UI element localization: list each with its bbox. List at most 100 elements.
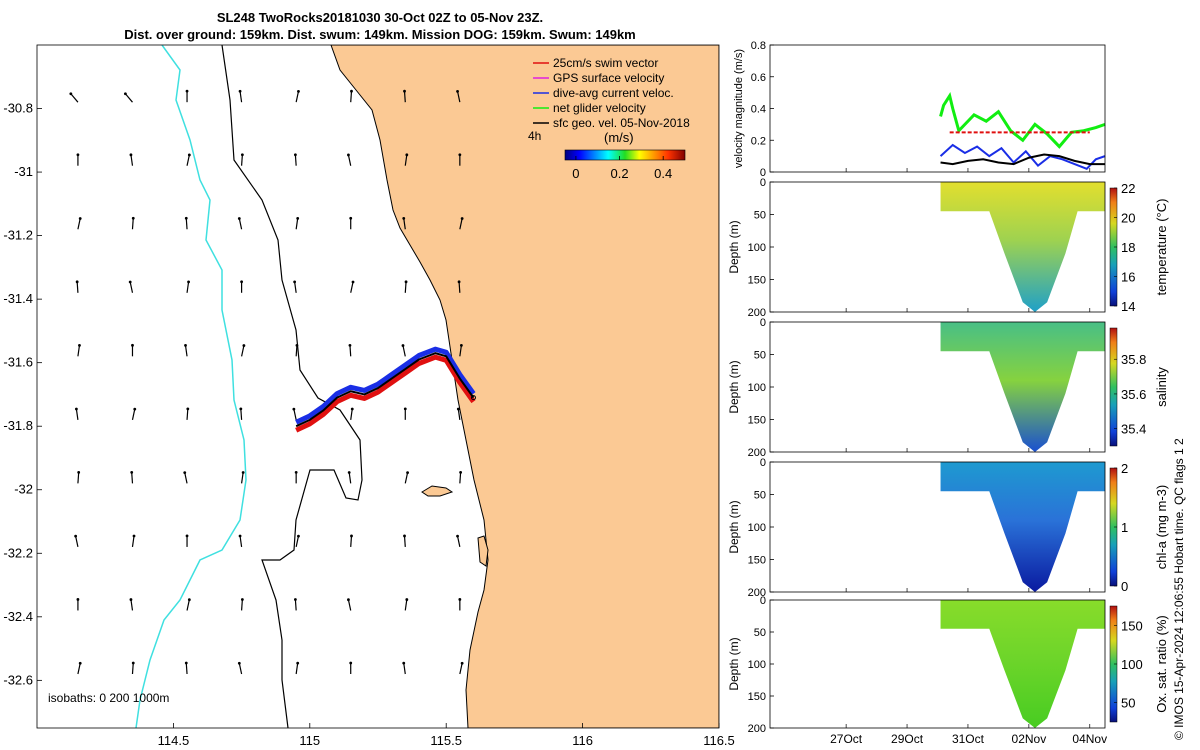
chart-title-line1: SL248 TwoRocks20181030 30-Oct 02Z to 05-… <box>216 10 544 25</box>
current-vector-arrow <box>294 281 297 293</box>
depth-ylabel: Depth (m) <box>727 637 741 690</box>
current-vector-head <box>78 217 82 220</box>
time-tick-label: 04Nov <box>1072 732 1107 746</box>
current-vector-arrow <box>239 535 243 548</box>
colorbar-unit: (m/s) <box>604 130 634 145</box>
current-vector-arrow <box>238 218 243 230</box>
depth-tick-label: 0 <box>760 317 766 329</box>
velocity-y-tick-label: 0.4 <box>751 104 766 116</box>
current-vector-arrow <box>70 93 79 103</box>
current-vector-head <box>241 471 245 474</box>
track-dive-avg <box>295 346 476 425</box>
glider-track-map: 114.5 115 115.5 116 116.5 -30.8 -31 -31.2 -31.4… <box>3 44 735 748</box>
map-y-tick-label: -31.4 <box>3 291 33 306</box>
current-vector-head <box>459 344 463 347</box>
colorbar-tick-label: 0 <box>1121 579 1128 594</box>
current-vector-head <box>238 534 242 538</box>
current-vector-arrow <box>77 218 81 230</box>
current-vector-arrow <box>131 535 135 548</box>
current-vector-arrow <box>186 408 189 420</box>
chart-title-line2: Dist. over ground: 159km. Dist. swum: 14… <box>124 27 636 42</box>
current-vector-arrow <box>402 345 406 357</box>
current-vector-head <box>128 280 132 284</box>
current-vector-arrow <box>76 281 79 293</box>
map-x-tick-label: 116.5 <box>703 733 735 748</box>
map-y-tick-label: -30.8 <box>3 101 33 116</box>
current-vector-head <box>456 90 459 93</box>
temperature-section: 0 50 100 150 200 Depth (m) 14 16 18 20 22 temperatu… <box>727 177 1169 319</box>
current-vector-arrow <box>241 599 243 611</box>
current-vector-head <box>239 407 243 411</box>
current-vector-arrow <box>75 408 79 420</box>
current-vector-head <box>349 216 353 220</box>
colorbar-tick-label: 0 <box>572 166 579 181</box>
current-vector-arrow <box>75 536 79 548</box>
depth-tick-label: 200 <box>748 307 766 319</box>
depth-tick-label: 50 <box>754 350 766 362</box>
colorbar-tick-label: 35.8 <box>1121 352 1146 367</box>
map-y-tick-label: -31 <box>14 164 33 179</box>
depth-ylabel: Depth (m) <box>727 360 741 413</box>
current-vector-head <box>460 661 464 665</box>
track-net-velocity <box>295 352 475 428</box>
current-vector-head <box>130 471 134 474</box>
current-vector-head <box>403 407 407 411</box>
depth-tick-label: 0 <box>760 595 766 607</box>
time-tick-label: 29Oct <box>891 732 924 746</box>
current-vector-head <box>350 89 353 93</box>
current-vector-arrow <box>403 535 406 547</box>
current-vector-arrow <box>240 408 243 420</box>
current-vector-head <box>351 280 355 284</box>
current-vector-head <box>456 407 460 411</box>
current-vector-head <box>186 407 190 411</box>
colorbar-tick-label: 1 <box>1121 520 1128 535</box>
current-vector-arrow <box>131 408 136 420</box>
current-vector-head <box>238 89 242 93</box>
current-vector-arrow <box>241 472 244 484</box>
current-vector-arrow <box>403 218 406 230</box>
section-fill <box>940 182 1105 312</box>
current-vector-head <box>405 153 409 157</box>
current-vector-arrow <box>458 281 461 293</box>
garden-island <box>477 535 489 567</box>
current-vector-head <box>347 598 350 602</box>
current-vector-head <box>78 661 82 665</box>
current-vector-head <box>347 153 350 157</box>
current-vector-head <box>458 598 462 601</box>
current-vector-head <box>78 344 81 347</box>
track-end-marker <box>470 395 476 401</box>
panel-frame <box>769 461 1106 593</box>
current-vector-arrow <box>295 91 300 103</box>
map-y-tick-label: -31.6 <box>3 355 33 370</box>
panel-frame <box>769 181 1106 313</box>
colorbar-tick-label: 35.4 <box>1121 422 1146 437</box>
speed-colorbar: 4h (m/s) 0 0.2 0.4 <box>528 129 686 181</box>
current-vector-head <box>404 280 408 284</box>
current-vector-arrow <box>129 281 134 293</box>
current-vector-arrow <box>403 663 406 675</box>
glider-track <box>295 346 476 433</box>
depth-tick-label: 100 <box>748 382 766 394</box>
current-vector-arrow <box>457 408 461 420</box>
depth-tick-label: 50 <box>754 210 766 222</box>
current-vector-head <box>293 153 297 157</box>
current-vector-head <box>240 598 244 601</box>
legend-entry-dive: dive-avg current veloc. <box>553 86 674 100</box>
depth-tick-label: 100 <box>748 242 766 254</box>
current-vector-arrow <box>404 599 408 611</box>
depth-tick-label: 150 <box>748 275 766 287</box>
current-vector-head <box>74 534 78 538</box>
current-vector-arrow <box>293 408 297 420</box>
colorbar-tick-label: 35.6 <box>1121 387 1146 402</box>
section-fill <box>940 322 1105 452</box>
current-vector-arrow <box>238 663 243 675</box>
current-vector-head <box>349 661 353 665</box>
current-vector-arrow <box>295 663 299 675</box>
current-vector-head <box>75 280 79 284</box>
map-y-tick-label: -32 <box>14 482 33 497</box>
panel-frame <box>769 599 1106 729</box>
colorbar-gradient <box>564 149 686 161</box>
isobath-200m <box>221 45 363 728</box>
current-vector-arrow <box>77 472 80 484</box>
depth-ylabel: Depth (m) <box>727 500 741 553</box>
